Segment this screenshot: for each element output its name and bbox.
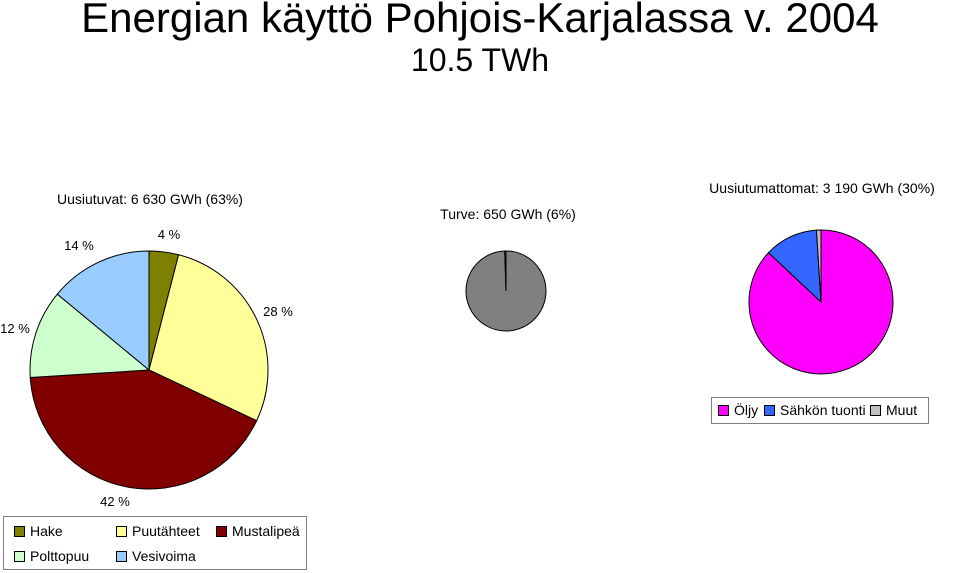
legend-swatch-polttopuu	[14, 550, 25, 562]
legend-swatch-puutahteet	[116, 525, 127, 537]
legend-item-vesivoima: Vesivoima	[116, 548, 196, 564]
legend-label-puutahteet: Puutähteet	[132, 523, 200, 539]
nonrenewables-legend: Öljy Sähkön tuonti Muut	[711, 397, 929, 424]
page-title: Energian käyttö Pohjois-Karjalassa v. 20…	[81, 0, 879, 41]
renewables-slice-puutähteet	[148, 254, 269, 422]
legend-label-sahkon-tuonti: Sähkön tuonti	[780, 402, 866, 418]
nonrenewables-slice-muut	[815, 229, 822, 303]
legend-swatch-hake	[14, 525, 25, 537]
renewables-slice-mustalipeä	[29, 369, 258, 490]
peat-pie	[465, 250, 547, 332]
legend-item-mustalipea: Mustalipeä	[216, 523, 300, 539]
data-label-hake: 4 %	[158, 227, 181, 242]
legend-swatch-oljy	[718, 404, 729, 416]
nonrenewables-chart-title: Uusiutumattomat: 3 190 GWh (30%)	[709, 180, 935, 196]
data-label-vesivoima: 14 %	[64, 238, 94, 253]
renewables-chart-title: Uusiutuvat: 6 630 GWh (63%)	[57, 191, 243, 207]
legend-item-oljy: Öljy	[718, 402, 758, 418]
legend-label-hake: Hake	[30, 523, 63, 539]
legend-item-puutahteet: Puutähteet	[116, 523, 200, 539]
nonrenewables-pie	[748, 229, 894, 375]
data-label-polttopuu: 12 %	[0, 321, 30, 336]
legend-label-muut: Muut	[886, 402, 918, 418]
legend-item-sahkon-tuonti: Sähkön tuonti	[764, 402, 866, 418]
legend-swatch-vesivoima	[116, 550, 127, 562]
data-label-puutahteet: 28 %	[263, 304, 293, 319]
legend-label-oljy: Öljy	[734, 402, 759, 418]
legend-label-vesivoima: Vesivoima	[132, 548, 196, 564]
page-subtitle: 10.5 TWh	[410, 42, 550, 78]
renewables-legend: Hake Puutähteet Mustalipeä Polttopuu Ves…	[3, 516, 307, 570]
renewables-slice-polttopuu	[29, 293, 151, 379]
legend-item-polttopuu: Polttopuu	[14, 548, 89, 564]
legend-item-muut: Muut	[870, 402, 917, 418]
renewables-slice-vesivoima	[56, 250, 150, 372]
legend-item-hake: Hake	[14, 523, 63, 539]
legend-swatch-sahkon-tuonti	[764, 404, 775, 416]
legend-swatch-muut	[870, 404, 881, 416]
legend-label-polttopuu: Polttopuu	[30, 548, 90, 564]
data-label-mustalipea: 42 %	[100, 494, 130, 509]
peat-chart-title: Turve: 650 GWh (6%)	[440, 206, 576, 222]
peat-slice-gap	[504, 250, 507, 292]
renewables-pie	[29, 250, 269, 490]
legend-swatch-mustalipea	[216, 525, 227, 537]
legend-label-mustalipea: Mustalipeä	[232, 523, 300, 539]
